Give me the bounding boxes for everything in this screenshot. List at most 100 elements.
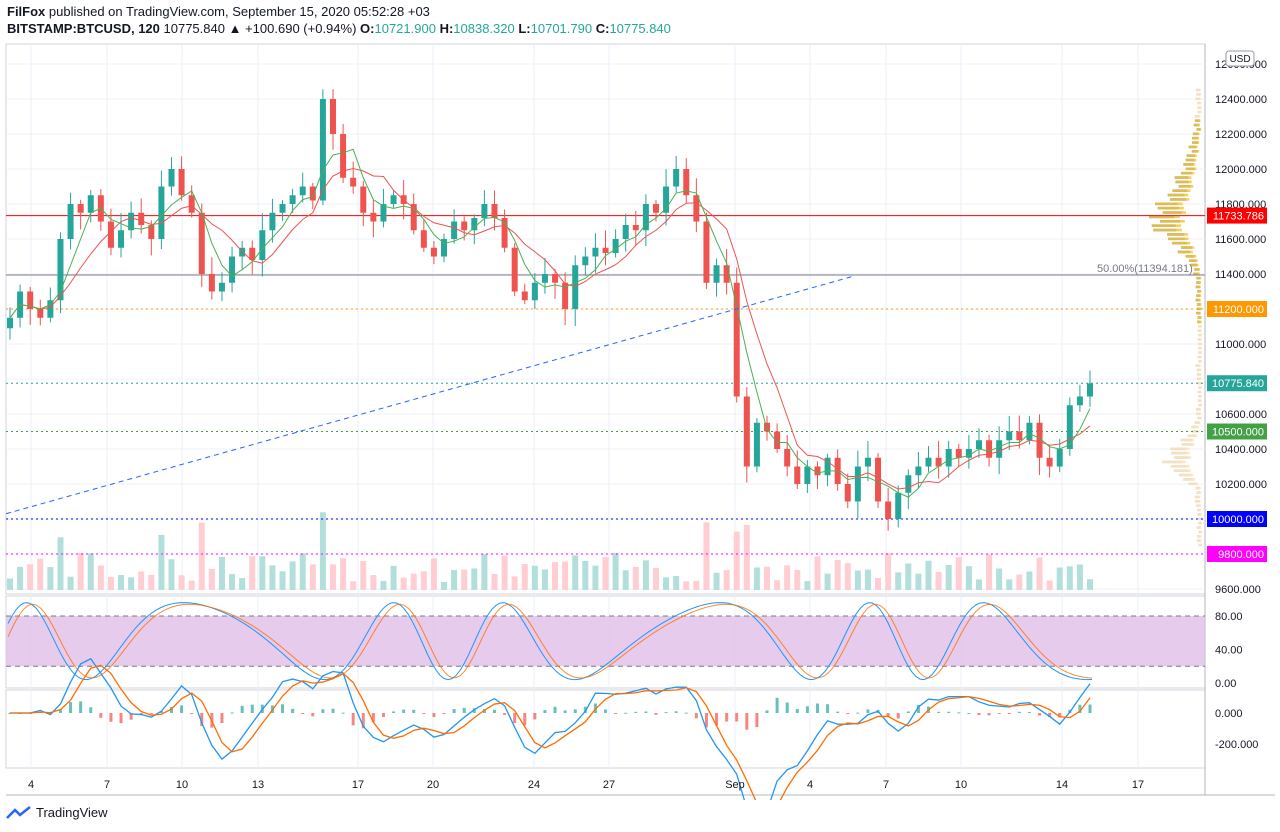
candle-body	[329, 99, 336, 134]
price-chart[interactable]: 50.00%(11394.181) 4 7 10 13 17 20 24 27 Sep 4 7 10 1…	[0, 0, 1280, 800]
macd-pane-frame	[5, 689, 1206, 769]
stoch-tick-label: 40.00	[1215, 645, 1243, 657]
macd-histogram-bar	[987, 713, 991, 716]
volume-bar	[410, 573, 417, 590]
profile-bar-down	[1188, 145, 1198, 149]
candle-body	[875, 457, 882, 502]
candle-body	[612, 239, 619, 253]
volume-bar	[360, 561, 367, 590]
profile-bar-down	[1195, 285, 1201, 289]
price-tags: 11733.786 11200.000 10775.840 10500.000 1000…	[1207, 207, 1267, 562]
volume-bar	[1076, 564, 1083, 590]
volume-bar	[1046, 580, 1053, 590]
profile-bar-down	[1189, 259, 1198, 262]
volume-bar	[319, 512, 326, 590]
volume-bar	[905, 563, 912, 590]
macd-histogram-bar	[563, 710, 567, 713]
candle-body	[905, 475, 912, 493]
macd-histogram-bar	[1088, 704, 1092, 713]
profile-bar-down	[1196, 93, 1202, 96]
candle-body	[592, 247, 599, 257]
x-tick-label: 4	[28, 779, 34, 791]
profile-bar-down	[1197, 535, 1202, 538]
tradingview-logo-icon	[6, 805, 31, 819]
macd-histogram-bar	[1038, 713, 1042, 716]
x-tick-label: 20	[427, 779, 439, 791]
candle-body	[360, 186, 367, 213]
macd-histogram-bar	[452, 709, 456, 713]
candle-body	[441, 239, 448, 257]
profile-bar-down	[1198, 530, 1203, 534]
candle-body	[693, 195, 700, 222]
profile-bar-down	[1192, 136, 1200, 140]
candle-body	[1026, 422, 1033, 441]
volume-bar	[481, 554, 488, 590]
candle-body	[430, 247, 437, 257]
volume-bar	[370, 575, 377, 590]
macd-histogram-bar	[381, 713, 385, 717]
candle-body	[259, 230, 266, 260]
price-tick-label: 11000.000	[1215, 339, 1266, 351]
profile-bar-down	[1197, 539, 1202, 542]
profile-bar-down	[1183, 163, 1196, 166]
volume-bar	[350, 581, 357, 590]
candle-body	[521, 291, 528, 301]
candle-body	[501, 218, 508, 248]
candle-body	[420, 230, 427, 248]
macd-histogram-bar	[715, 713, 719, 726]
macd-histogram-bar	[725, 713, 729, 722]
volume-bar	[178, 575, 185, 590]
macd-histogram-bar	[997, 713, 1001, 715]
candle-body	[87, 195, 94, 213]
x-tick-label: 10	[955, 779, 967, 791]
macd-histogram-bar	[472, 708, 476, 713]
macd-histogram-bar	[311, 713, 315, 717]
macd-histogram-bar	[866, 709, 870, 713]
macd-histogram-bar	[1058, 713, 1062, 718]
candle-body	[864, 457, 871, 467]
profile-bar-down	[1195, 364, 1201, 367]
candle-body	[652, 204, 659, 213]
volume-bar	[895, 572, 902, 590]
profile-bar-down	[1172, 189, 1191, 192]
macd-histogram-bar	[604, 709, 608, 713]
profile-bar-down	[1197, 399, 1202, 402]
volume-bar	[47, 567, 54, 590]
horizontal-levels[interactable]: 50.00%(11394.181)	[6, 215, 1205, 555]
macd-histogram-bar	[846, 713, 850, 714]
candle-body	[541, 274, 548, 283]
profile-bar-down	[1197, 307, 1202, 311]
candle-body	[531, 282, 538, 301]
profile-bar-down	[1198, 325, 1202, 328]
profile-bar-down	[1186, 154, 1197, 157]
macd-histogram-bar	[755, 713, 759, 728]
profile-bar-down	[1192, 141, 1200, 144]
candle-body	[198, 212, 205, 274]
profile-bar-down	[1168, 237, 1189, 241]
profile-bar-down	[1197, 316, 1202, 319]
open-value: 10721.900	[374, 21, 436, 36]
volume-bar	[309, 564, 316, 590]
profile-bar-down	[1198, 521, 1202, 525]
candle-body	[794, 466, 801, 484]
profile-bar-down	[1178, 185, 1194, 188]
macd-histogram-bar	[543, 710, 547, 713]
macd-histogram-bar	[190, 713, 194, 714]
volume-bar	[138, 571, 145, 590]
volume-bar	[1016, 574, 1023, 590]
profile-bar-down	[1162, 460, 1186, 464]
x-tick-label: 7	[883, 779, 889, 791]
macd-histogram-bar	[967, 713, 971, 714]
low-label: L:	[518, 21, 531, 36]
volume-bar	[1056, 567, 1063, 590]
close-label: C:	[595, 21, 610, 36]
profile-bar-down	[1157, 206, 1184, 210]
profile-bar-down	[1194, 119, 1201, 122]
macd-histogram-bar	[492, 709, 496, 713]
volume-bar	[239, 578, 246, 590]
volume-bar	[158, 534, 165, 590]
profile-bar-down	[1177, 250, 1193, 254]
profile-bar-down	[1188, 482, 1198, 486]
volume-bar	[743, 524, 750, 590]
profile-bar-down	[1173, 469, 1191, 472]
